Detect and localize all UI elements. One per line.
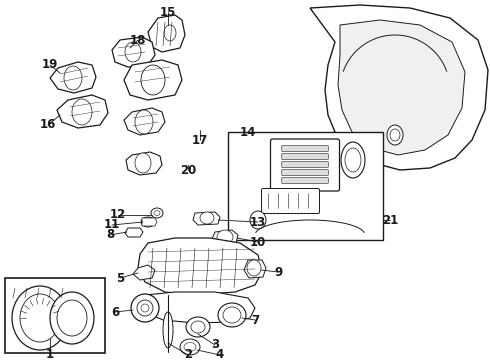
Text: 12: 12 xyxy=(110,208,126,221)
Text: 1: 1 xyxy=(46,348,54,360)
Polygon shape xyxy=(244,260,266,278)
Ellipse shape xyxy=(125,42,141,62)
Text: 11: 11 xyxy=(104,219,120,231)
Polygon shape xyxy=(57,95,108,128)
Ellipse shape xyxy=(184,342,196,351)
Ellipse shape xyxy=(223,307,241,323)
Text: 5: 5 xyxy=(116,271,124,284)
Polygon shape xyxy=(338,20,465,155)
Polygon shape xyxy=(142,218,157,226)
Text: 14: 14 xyxy=(240,126,256,139)
Ellipse shape xyxy=(50,292,94,344)
Text: 9: 9 xyxy=(274,266,282,279)
Ellipse shape xyxy=(72,99,92,125)
Ellipse shape xyxy=(20,294,60,342)
Ellipse shape xyxy=(163,312,173,348)
Ellipse shape xyxy=(57,300,87,336)
FancyBboxPatch shape xyxy=(262,189,319,213)
Polygon shape xyxy=(140,292,255,323)
Ellipse shape xyxy=(141,65,165,95)
Polygon shape xyxy=(133,265,155,280)
Text: 16: 16 xyxy=(40,118,56,131)
Ellipse shape xyxy=(154,211,160,216)
Text: 8: 8 xyxy=(106,229,114,242)
Polygon shape xyxy=(124,108,165,135)
Ellipse shape xyxy=(64,66,82,90)
Ellipse shape xyxy=(341,142,365,178)
FancyBboxPatch shape xyxy=(282,178,328,184)
Text: 3: 3 xyxy=(211,338,219,351)
Polygon shape xyxy=(138,238,262,295)
Polygon shape xyxy=(212,230,238,244)
Text: 7: 7 xyxy=(251,314,259,327)
Ellipse shape xyxy=(135,153,151,173)
Polygon shape xyxy=(310,5,488,170)
Ellipse shape xyxy=(250,211,266,229)
Text: 20: 20 xyxy=(180,163,196,176)
Ellipse shape xyxy=(164,25,176,41)
Text: 15: 15 xyxy=(160,5,176,18)
FancyBboxPatch shape xyxy=(282,154,328,159)
Text: 4: 4 xyxy=(216,348,224,360)
Ellipse shape xyxy=(131,294,159,322)
Ellipse shape xyxy=(387,125,403,145)
Ellipse shape xyxy=(141,304,149,312)
Text: 18: 18 xyxy=(130,33,146,46)
Ellipse shape xyxy=(218,303,246,327)
Text: 2: 2 xyxy=(184,348,192,360)
Bar xyxy=(228,132,383,240)
Polygon shape xyxy=(124,60,182,100)
Bar xyxy=(5,278,105,353)
Ellipse shape xyxy=(200,212,214,224)
Text: 10: 10 xyxy=(250,235,266,248)
Ellipse shape xyxy=(141,217,155,227)
Ellipse shape xyxy=(137,300,153,316)
Ellipse shape xyxy=(186,317,210,337)
Ellipse shape xyxy=(135,110,153,134)
FancyBboxPatch shape xyxy=(282,146,328,152)
Ellipse shape xyxy=(191,321,205,333)
FancyBboxPatch shape xyxy=(282,162,328,167)
Text: 6: 6 xyxy=(111,306,119,319)
FancyBboxPatch shape xyxy=(282,170,328,175)
Text: 13: 13 xyxy=(250,216,266,229)
Polygon shape xyxy=(125,228,143,237)
Ellipse shape xyxy=(247,260,261,276)
Text: 17: 17 xyxy=(192,134,208,147)
Text: 21: 21 xyxy=(382,213,398,226)
Polygon shape xyxy=(193,212,220,225)
Text: 19: 19 xyxy=(42,58,58,72)
Polygon shape xyxy=(50,62,96,93)
Ellipse shape xyxy=(345,148,361,172)
FancyBboxPatch shape xyxy=(270,139,340,191)
Polygon shape xyxy=(126,152,162,175)
Polygon shape xyxy=(148,15,185,52)
Ellipse shape xyxy=(180,339,200,355)
Ellipse shape xyxy=(151,208,163,218)
Ellipse shape xyxy=(217,230,233,244)
Polygon shape xyxy=(112,37,155,67)
Ellipse shape xyxy=(12,286,68,350)
